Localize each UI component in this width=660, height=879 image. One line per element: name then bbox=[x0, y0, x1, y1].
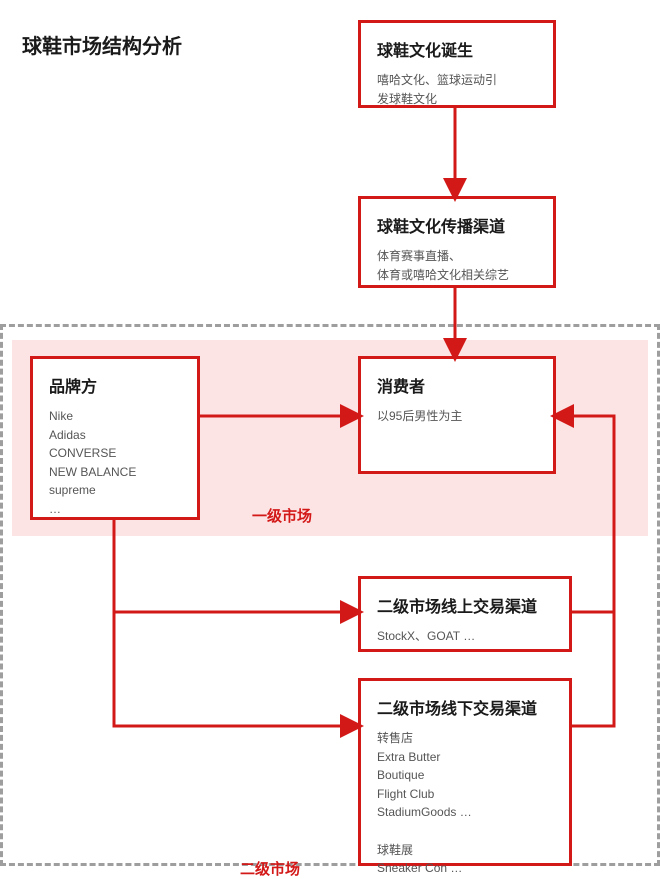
node-title: 二级市场线上交易渠道 bbox=[377, 593, 553, 617]
zone-label-secondary: 二级市场 bbox=[240, 858, 300, 879]
node-body: StockX、GOAT … bbox=[377, 627, 553, 646]
node-body: 转售店 Extra Butter Boutique Flight Club St… bbox=[377, 729, 553, 878]
node-culture-channel: 球鞋文化传播渠道 体育赛事直播、 体育或嘻哈文化相关综艺 bbox=[358, 196, 556, 288]
page-title: 球鞋市场结构分析 bbox=[22, 30, 182, 59]
node-title: 品牌方 bbox=[49, 373, 181, 397]
node-title: 球鞋文化传播渠道 bbox=[377, 213, 537, 237]
node-secondary-online: 二级市场线上交易渠道 StockX、GOAT … bbox=[358, 576, 572, 652]
node-body: 体育赛事直播、 体育或嘻哈文化相关综艺 bbox=[377, 247, 537, 284]
node-secondary-offline: 二级市场线下交易渠道 转售店 Extra Butter Boutique Fli… bbox=[358, 678, 572, 866]
node-title: 消费者 bbox=[377, 373, 537, 397]
node-body: 嘻哈文化、篮球运动引 发球鞋文化 bbox=[377, 71, 537, 108]
node-title: 球鞋文化诞生 bbox=[377, 37, 537, 61]
zone-label-primary: 一级市场 bbox=[252, 505, 312, 526]
node-body: Nike Adidas CONVERSE NEW BALANCE supreme… bbox=[49, 407, 181, 519]
node-consumer: 消费者 以95后男性为主 bbox=[358, 356, 556, 474]
node-brand: 品牌方 Nike Adidas CONVERSE NEW BALANCE sup… bbox=[30, 356, 200, 520]
node-body: 以95后男性为主 bbox=[377, 407, 537, 426]
node-title: 二级市场线下交易渠道 bbox=[377, 695, 553, 719]
node-culture-birth: 球鞋文化诞生 嘻哈文化、篮球运动引 发球鞋文化 bbox=[358, 20, 556, 108]
